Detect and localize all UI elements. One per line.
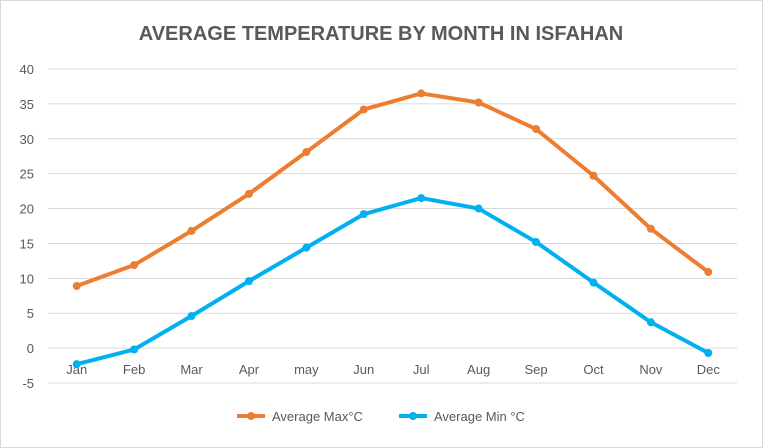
data-point: [704, 348, 713, 357]
legend-label: Average Min °C: [434, 409, 525, 424]
x-axis-tick-labels: Jan Feb Mar Apr may Jun Jul Aug Sep Oct Nov Dec: [66, 362, 720, 377]
x-tick-label: Mar: [180, 362, 203, 377]
y-tick-label: 10: [20, 271, 34, 286]
x-tick-label: Jan: [66, 362, 87, 377]
legend-marker: [409, 412, 417, 420]
y-tick-label: 20: [20, 202, 34, 217]
data-point: [130, 261, 139, 270]
data-point: [532, 238, 541, 247]
legend: Average Max°C Average Min °C: [237, 409, 525, 424]
y-tick-label: 30: [20, 132, 34, 147]
legend-marker: [247, 412, 255, 420]
data-point: [474, 98, 483, 107]
data-point: [72, 360, 81, 369]
series-group: [72, 89, 713, 291]
x-tick-label: Sep: [524, 362, 547, 377]
data-point: [359, 210, 368, 219]
data-point: [359, 105, 368, 114]
data-point: [187, 226, 196, 235]
x-tick-label: Nov: [639, 362, 663, 377]
y-tick-label: 35: [20, 97, 34, 112]
series-line: [74, 91, 711, 289]
data-point: [646, 224, 655, 233]
series-line: [74, 196, 711, 367]
legend-item: Average Max°C: [237, 409, 363, 424]
data-point: [72, 282, 81, 291]
gridlines: [48, 68, 737, 384]
x-tick-label: Jun: [353, 362, 374, 377]
x-tick-label: Dec: [697, 362, 721, 377]
data-point: [244, 277, 253, 286]
data-point: [302, 148, 311, 157]
data-point: [589, 171, 598, 180]
data-point: [589, 278, 598, 287]
series-lines: [72, 89, 713, 369]
data-point: [130, 345, 139, 354]
x-tick-label: Apr: [239, 362, 260, 377]
y-tick-label: 25: [20, 167, 34, 182]
y-tick-label: 5: [27, 306, 34, 321]
y-axis-tick-labels: 40 35 30 25 20 15 10 5 0 -5: [20, 62, 34, 391]
data-point: [244, 189, 253, 198]
data-point: [532, 125, 541, 134]
x-tick-label: Feb: [123, 362, 145, 377]
data-point: [704, 268, 713, 277]
x-tick-label: Jul: [413, 362, 430, 377]
data-point: [474, 204, 483, 213]
x-tick-label: Aug: [467, 362, 490, 377]
y-tick-label: 0: [27, 341, 34, 356]
data-point: [187, 312, 196, 321]
data-point: [302, 243, 311, 252]
chart-title: AVERAGE TEMPERATURE BY MONTH IN ISFAHAN: [139, 23, 623, 45]
x-tick-label: may: [294, 362, 319, 377]
series-group: [72, 194, 713, 369]
y-tick-label: -5: [22, 376, 34, 391]
data-point: [417, 89, 426, 98]
legend-label: Average Max°C: [272, 409, 363, 424]
y-tick-label: 15: [20, 236, 34, 251]
data-point: [417, 194, 426, 203]
x-tick-label: Oct: [583, 362, 604, 377]
legend-item: Average Min °C: [399, 409, 525, 424]
y-tick-label: 40: [20, 62, 34, 77]
data-point: [646, 318, 655, 327]
